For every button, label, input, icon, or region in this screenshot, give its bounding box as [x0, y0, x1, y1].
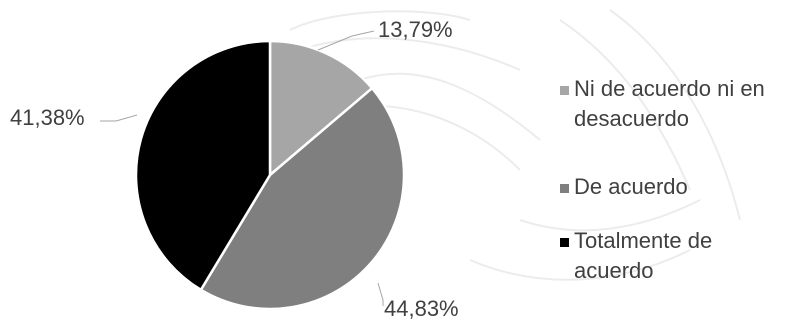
leader-line-totalmente-de-acuerdo: [100, 114, 138, 122]
data-labels: 13,79% 44,83% 41,38%: [10, 17, 459, 321]
legend-label: Totalmente de: [574, 228, 712, 253]
leader-line-de-acuerdo: [377, 282, 384, 306]
leader-line-ni-de-acuerdo-ni-en-desacuerdo: [317, 30, 375, 51]
legend-swatch: [560, 238, 569, 247]
pie-slices: [134, 39, 406, 311]
legend-label: De acuerdo: [574, 174, 688, 199]
data-label-ni-de-acuerdo-ni-en-desacuerdo: 13,79%: [378, 17, 453, 42]
legend-swatch: [560, 86, 569, 95]
pie-slice-totalmente-de-acuerdo: [134, 39, 272, 292]
data-label-de-acuerdo: 44,83%: [384, 296, 459, 321]
legend-item-de-acuerdo: De acuerdo: [560, 174, 688, 199]
legend-swatch: [560, 184, 569, 193]
leader-lines: [100, 30, 384, 306]
legend-item-totalmente-de-acuerdo: Totalmente de acuerdo: [560, 228, 712, 283]
legend-label: desacuerdo: [574, 106, 689, 131]
pie-slice-de-acuerdo: [199, 86, 406, 311]
pie-slice-ni-de-acuerdo-ni-en-desacuerdo: [268, 39, 374, 178]
legend: Ni de acuerdo ni en desacuerdo De acuerdo T…: [560, 76, 765, 283]
legend-label: acuerdo: [574, 258, 654, 283]
legend-item-ni-de-acuerdo-ni-en-desacuerdo: Ni de acuerdo ni en desacuerdo: [560, 76, 765, 131]
legend-label: Ni de acuerdo ni en: [574, 76, 765, 101]
data-label-totalmente-de-acuerdo: 41,38%: [10, 105, 85, 130]
